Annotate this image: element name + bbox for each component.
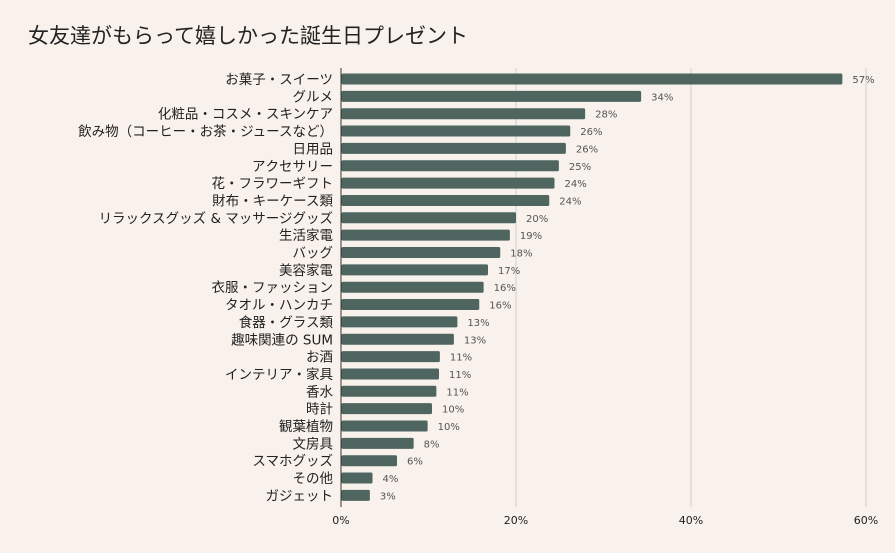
bar [341,489,370,501]
bar [341,229,510,241]
bar [341,194,550,206]
bar [341,142,566,154]
bar [341,316,458,328]
category-label: 衣服・ファッション [212,280,334,296]
category-label: グルメ [293,89,334,105]
data-label: 11% [450,353,472,364]
bar [341,333,454,345]
category-label: お酒 [306,350,333,366]
bar [341,368,439,380]
category-label: 香水 [306,384,333,400]
bar [341,437,414,449]
x-tick-label: 0% [332,514,349,527]
data-label: 28% [595,110,617,121]
data-label: 16% [489,301,511,312]
bar [341,212,516,224]
category-label: 観葉植物 [279,418,333,435]
data-label: 26% [580,127,602,138]
category-label: 財布・キーケース類 [212,193,333,209]
category-label: インテリア・家具 [225,366,333,383]
data-label: 10% [442,405,464,416]
data-label: 24% [559,196,581,207]
category-label: 文房具 [293,436,334,452]
category-label: バッグ [293,246,334,262]
data-label: 26% [576,144,598,155]
bar [341,125,571,137]
bar [341,247,501,258]
category-label: 美容家電 [279,262,333,279]
data-label: 13% [464,335,486,346]
bar [341,177,555,189]
bar [341,90,642,102]
data-label: 25% [569,162,591,173]
chart-title: 女友達がもらって嬉しかった誕生日プレゼント [28,24,468,48]
category-label: アクセサリー [252,159,333,175]
bar [341,385,437,397]
data-label: 57% [852,75,874,86]
data-label: 13% [467,318,489,329]
data-label: 11% [446,387,468,398]
category-label: リラックスグッズ & マッサージグッズ [99,211,333,227]
data-label: 6% [407,457,423,468]
data-label: 17% [498,266,520,277]
data-label: 34% [651,92,673,103]
data-label: 11% [449,370,471,381]
category-label: 飲み物（コーヒー・お茶・ジュースなど） [78,124,333,140]
bar [341,160,559,172]
x-tick-label: 40% [679,514,703,527]
bar [341,281,484,293]
data-label: 20% [526,214,548,225]
data-label: 24% [565,179,587,190]
bar [341,73,843,85]
data-label: 16% [494,283,516,294]
bar [341,420,428,432]
data-label: 3% [380,491,396,502]
category-label: ガジェット [266,488,334,504]
bar [341,299,480,311]
category-label: 花・フラワーギフト [212,176,334,192]
category-label: タオル・ハンカチ [225,298,333,314]
data-label: 18% [510,249,532,260]
data-label: 4% [383,474,399,485]
bar [341,455,397,467]
data-label: 10% [438,422,460,433]
category-label: 日用品 [293,141,334,157]
bar [341,472,373,484]
bar [341,108,586,120]
x-tick-label: 60% [854,514,878,527]
bar [341,351,440,363]
bar [341,403,432,415]
category-label: 生活家電 [279,227,333,244]
category-label: 時計 [306,402,333,418]
category-label: 趣味関連の SUM [231,332,333,348]
category-label: 化粧品・コスメ・スキンケア [158,107,333,123]
category-label: 食器・グラス類 [239,314,334,331]
category-label: その他 [293,471,334,487]
category-label: お菓子・スイーツ [225,72,333,88]
category-label: スマホグッズ [252,454,333,470]
x-tick-label: 20% [504,514,528,527]
data-label: 19% [520,231,542,242]
data-label: 8% [424,439,440,450]
bar [341,264,488,276]
